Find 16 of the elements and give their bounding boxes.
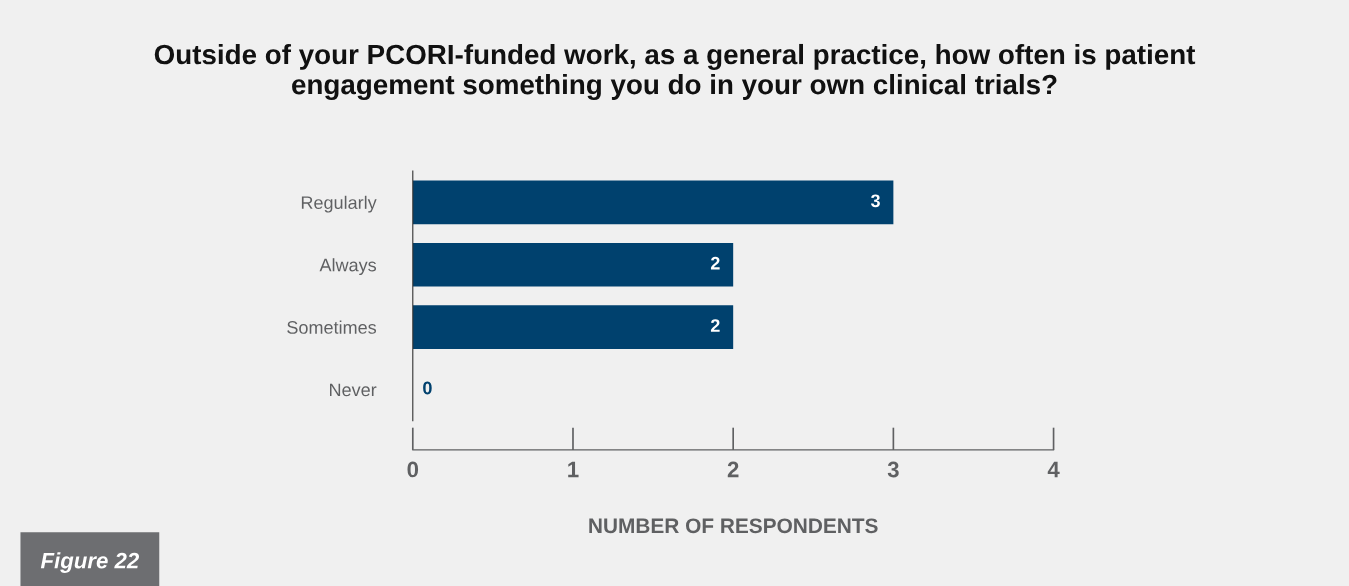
x-axis-title: NUMBER OF RESPONDENTS — [589, 518, 878, 534]
x-tick-label: 4 — [1047, 461, 1060, 478]
x-tick-label: 2 — [727, 461, 739, 478]
data-label: 0 — [423, 381, 432, 395]
data-label: 2 — [710, 256, 720, 270]
y-tick-label: Always — [319, 258, 377, 276]
x-tick-label: 0 — [407, 461, 419, 478]
x-tick-label: 3 — [887, 461, 899, 478]
data-label: 2 — [710, 319, 720, 332]
y-tick-label: Regularly — [301, 195, 377, 213]
chart-title: Outside of your PCORI-funded work, as a general practice, how often is patient engagement something you do in your own clinical trials? — [154, 43, 1196, 101]
y-tick-label: Sometimes — [287, 320, 377, 334]
caption: Figure 22 — [40, 552, 140, 573]
x-tick-label: 1 — [568, 461, 579, 478]
data-label: 3 — [870, 194, 880, 208]
y-tick-label: Never — [330, 383, 377, 397]
